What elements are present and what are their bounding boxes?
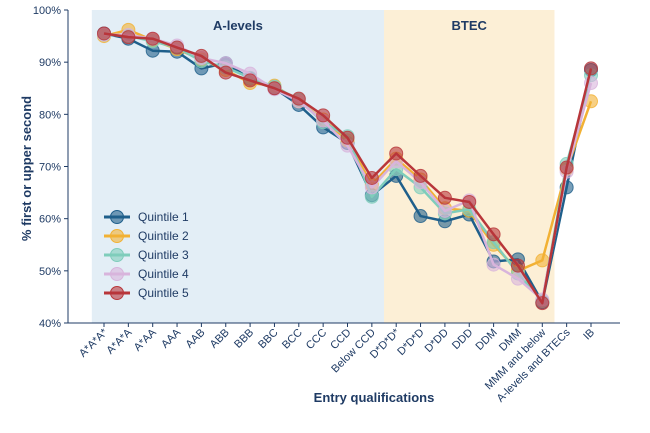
series-5 bbox=[97, 26, 598, 311]
x-tick-label: A*A*A bbox=[104, 326, 135, 357]
data-point bbox=[291, 91, 306, 106]
legend-swatch-marker bbox=[110, 248, 124, 262]
x-tick-label: ABB bbox=[208, 327, 232, 351]
y-tick-label: 40% bbox=[39, 318, 61, 330]
x-tick-label: A*A*A* bbox=[77, 326, 111, 360]
legend-swatch-marker bbox=[110, 286, 124, 300]
x-tick-label: BCC bbox=[280, 327, 305, 352]
data-point bbox=[194, 48, 209, 63]
x-axis-title: Entry qualifications bbox=[314, 390, 435, 405]
data-point bbox=[584, 61, 598, 76]
data-point bbox=[364, 170, 379, 185]
legend-swatch-marker bbox=[110, 267, 124, 281]
y-tick-label: 70% bbox=[39, 162, 61, 174]
x-tick-label: BBC bbox=[256, 327, 281, 352]
x-tick-label: DDD bbox=[450, 327, 475, 352]
data-point bbox=[486, 257, 501, 272]
data-point bbox=[218, 65, 233, 80]
legend-label: Quintile 1 bbox=[138, 210, 189, 224]
data-point bbox=[413, 168, 428, 183]
y-tick-label: 60% bbox=[39, 214, 61, 226]
data-point bbox=[437, 190, 452, 205]
x-tick-label: AAA bbox=[159, 326, 184, 351]
legend-item: Quintile 1 bbox=[104, 210, 189, 224]
data-point bbox=[316, 108, 331, 123]
data-point bbox=[170, 40, 185, 55]
legend-item: Quintile 3 bbox=[104, 248, 189, 262]
legend-item: Quintile 5 bbox=[104, 286, 189, 300]
data-point bbox=[559, 160, 574, 175]
data-point bbox=[340, 130, 355, 145]
data-point bbox=[535, 253, 550, 268]
data-point bbox=[121, 30, 136, 45]
x-tick-label: DDM bbox=[474, 327, 500, 353]
legend-label: Quintile 5 bbox=[138, 286, 189, 300]
y-axis-title: % first or upper second bbox=[19, 96, 34, 241]
y-tick-label: 90% bbox=[39, 57, 61, 69]
y-tick-label: 100% bbox=[33, 5, 61, 17]
region-backgrounds: A-levels BTEC bbox=[91, 10, 555, 323]
x-tick-label: IB bbox=[581, 327, 597, 343]
region-band bbox=[91, 10, 385, 323]
x-tick-label: D*D*D bbox=[395, 327, 426, 358]
region-label: BTEC bbox=[452, 18, 488, 33]
data-point bbox=[267, 81, 282, 96]
x-tick-label: BBB bbox=[232, 327, 256, 351]
legend-swatch-marker bbox=[110, 229, 124, 243]
x-tick-label: A*AA bbox=[132, 326, 160, 354]
legend: Quintile 1 Quintile 2 Quintile 3 Quintile 4… bbox=[104, 210, 189, 300]
data-point bbox=[97, 26, 111, 41]
legend-swatch-marker bbox=[110, 210, 124, 224]
data-point bbox=[413, 209, 428, 224]
data-point bbox=[437, 203, 452, 218]
data-point bbox=[389, 146, 404, 161]
legend-item: Quintile 4 bbox=[104, 267, 189, 281]
y-tick-label: 80% bbox=[39, 109, 61, 121]
y-tick-label: 50% bbox=[39, 266, 61, 278]
data-point bbox=[243, 73, 258, 88]
data-point bbox=[462, 194, 477, 209]
data-point bbox=[535, 296, 550, 311]
data-point bbox=[486, 227, 501, 242]
series-group bbox=[97, 22, 598, 311]
x-tick-label: D*DD bbox=[423, 327, 451, 355]
legend-label: Quintile 3 bbox=[138, 248, 189, 262]
legend-label: Quintile 4 bbox=[138, 267, 189, 281]
legend-label: Quintile 2 bbox=[138, 229, 189, 243]
region-band bbox=[384, 10, 555, 323]
legend-item: Quintile 2 bbox=[104, 229, 189, 243]
x-tick-label: CCC bbox=[304, 327, 329, 352]
region-label: A-levels bbox=[213, 18, 263, 33]
data-point bbox=[145, 31, 160, 46]
x-tick-label: AAB bbox=[183, 327, 207, 351]
data-point bbox=[510, 258, 525, 273]
